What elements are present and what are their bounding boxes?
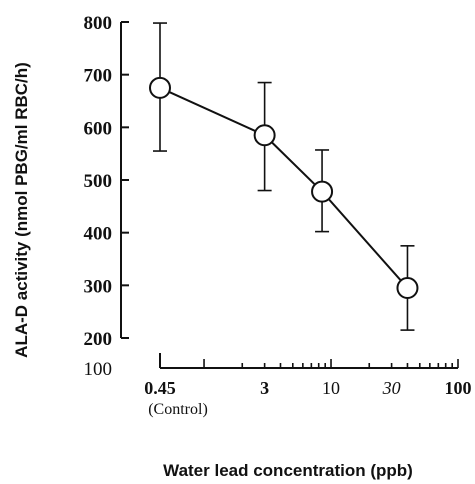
x-tick-label: 100	[445, 378, 472, 398]
y-tick-label: 400	[84, 224, 113, 245]
axes	[120, 21, 459, 369]
data-point	[396, 276, 419, 299]
x-tick-label: 30	[382, 378, 401, 398]
x-tick-label: 0.45	[144, 378, 176, 398]
y-axis-label: ALA-D activity (nmol PBG/ml RBC/h)	[12, 62, 31, 358]
y-tick-label: 600	[84, 118, 113, 139]
series-line	[159, 86, 409, 289]
x-tick-sublabel: (Control)	[148, 401, 208, 418]
x-tick-label: 10	[322, 378, 340, 398]
y-tick-label: 200	[84, 329, 113, 350]
y-tick-label: 300	[84, 276, 113, 297]
tick-labels: 800 700 600 500 400 300 200 100 0.45 (Control) 3 10…	[84, 13, 472, 418]
data-point	[253, 124, 276, 147]
data-point	[149, 76, 171, 99]
y-tick-label: 800	[84, 13, 113, 34]
y-tick-label: 500	[84, 171, 113, 192]
x-axis-label: Water lead concentration (ppb)	[163, 461, 413, 480]
data-series	[149, 22, 419, 331]
y-tick-label: 700	[84, 66, 113, 87]
data-point	[311, 180, 334, 203]
x-tick-label: 3	[260, 378, 269, 398]
y-tick-label: 100	[84, 359, 113, 380]
